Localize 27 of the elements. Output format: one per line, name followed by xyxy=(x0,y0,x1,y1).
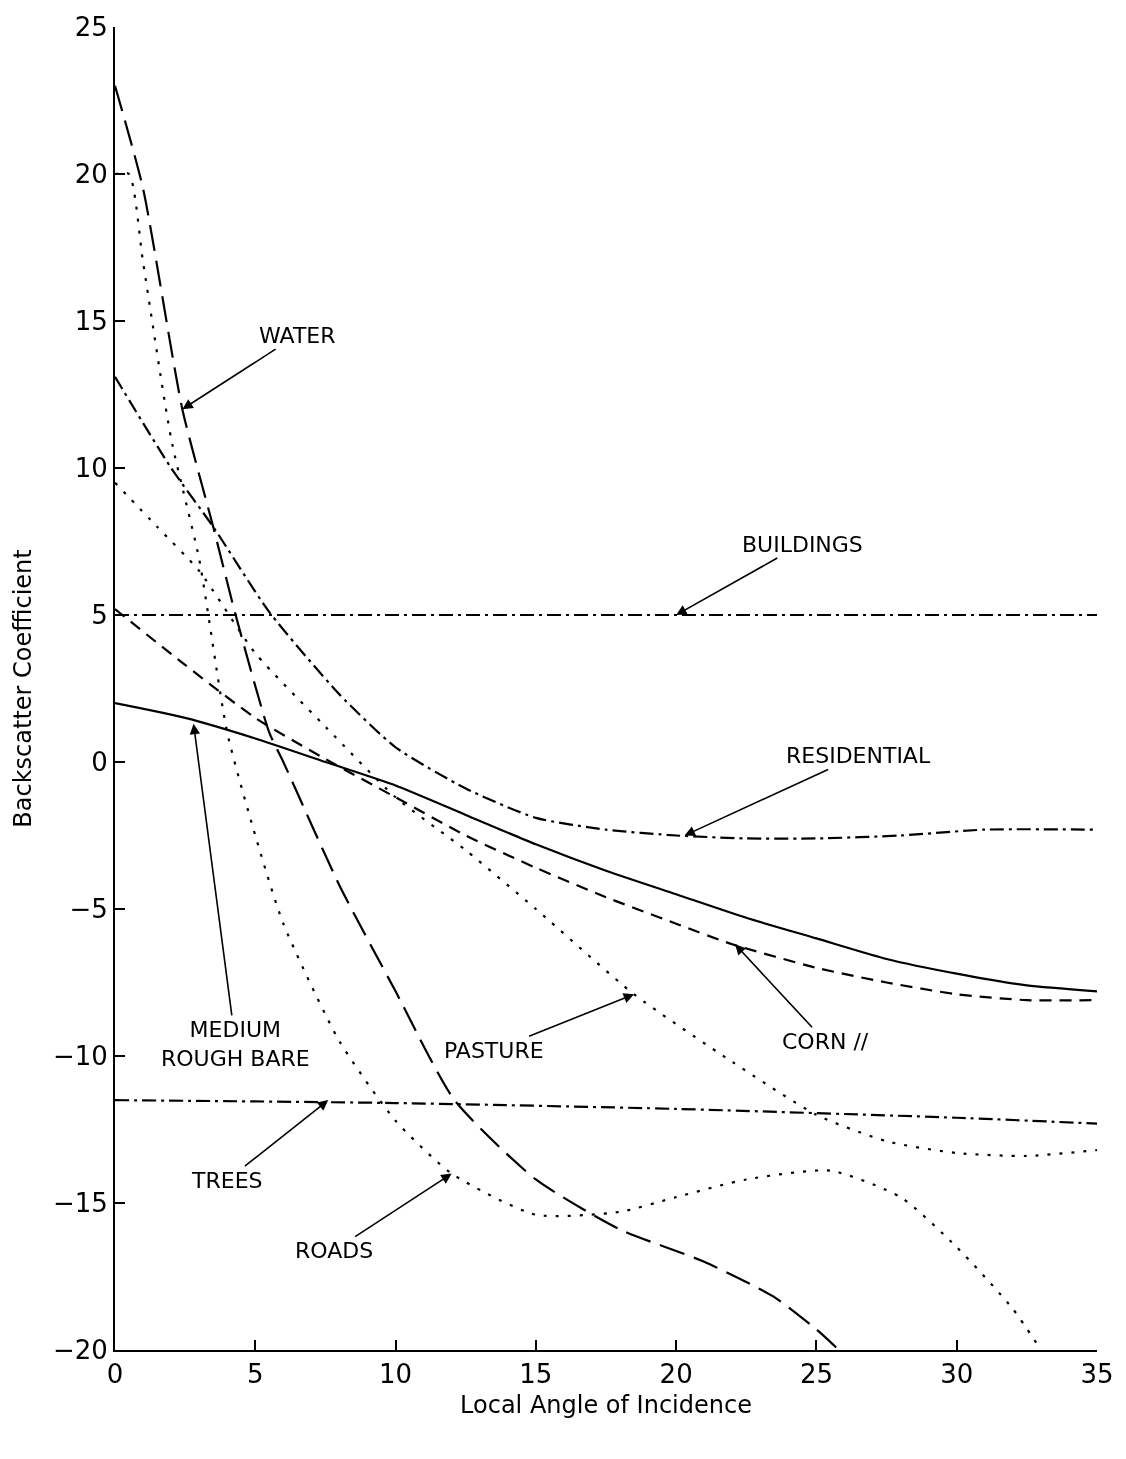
x-tick-label: 30 xyxy=(940,1359,974,1390)
annotation: TREES xyxy=(191,1168,263,1193)
x-tick-label: 15 xyxy=(519,1359,553,1390)
annotation: ROADS xyxy=(295,1238,374,1263)
x-tick-label: 10 xyxy=(379,1359,413,1390)
annotation: MEDIUM ROUGH BARE xyxy=(161,1017,310,1071)
annotation: RESIDENTIAL xyxy=(786,743,931,768)
annotation: PASTURE xyxy=(444,1038,544,1063)
y-tick-label: 20 xyxy=(74,159,108,190)
y-tick-label: −10 xyxy=(52,1041,108,1072)
x-tick-label: 20 xyxy=(659,1359,693,1390)
annotation: WATER xyxy=(259,323,336,348)
y-tick-label: 25 xyxy=(74,12,108,43)
y-tick-label: 5 xyxy=(91,600,108,631)
y-tick-label: 10 xyxy=(74,453,108,484)
y-tick-label: −20 xyxy=(52,1335,108,1366)
x-tick-label: 35 xyxy=(1080,1359,1114,1390)
y-tick-label: −5 xyxy=(69,894,108,925)
x-tick-label: 25 xyxy=(799,1359,833,1390)
y-axis-title: Backscatter Coefficient xyxy=(8,549,37,828)
annotation: CORN // xyxy=(782,1029,869,1054)
y-tick-label: −15 xyxy=(52,1188,108,1219)
x-axis-title: Local Angle of Incidence xyxy=(460,1391,752,1419)
y-tick-label: 15 xyxy=(74,306,108,337)
x-tick-label: 5 xyxy=(247,1359,264,1390)
annotation: BUILDINGS xyxy=(742,532,863,557)
y-tick-label: 0 xyxy=(91,747,108,778)
